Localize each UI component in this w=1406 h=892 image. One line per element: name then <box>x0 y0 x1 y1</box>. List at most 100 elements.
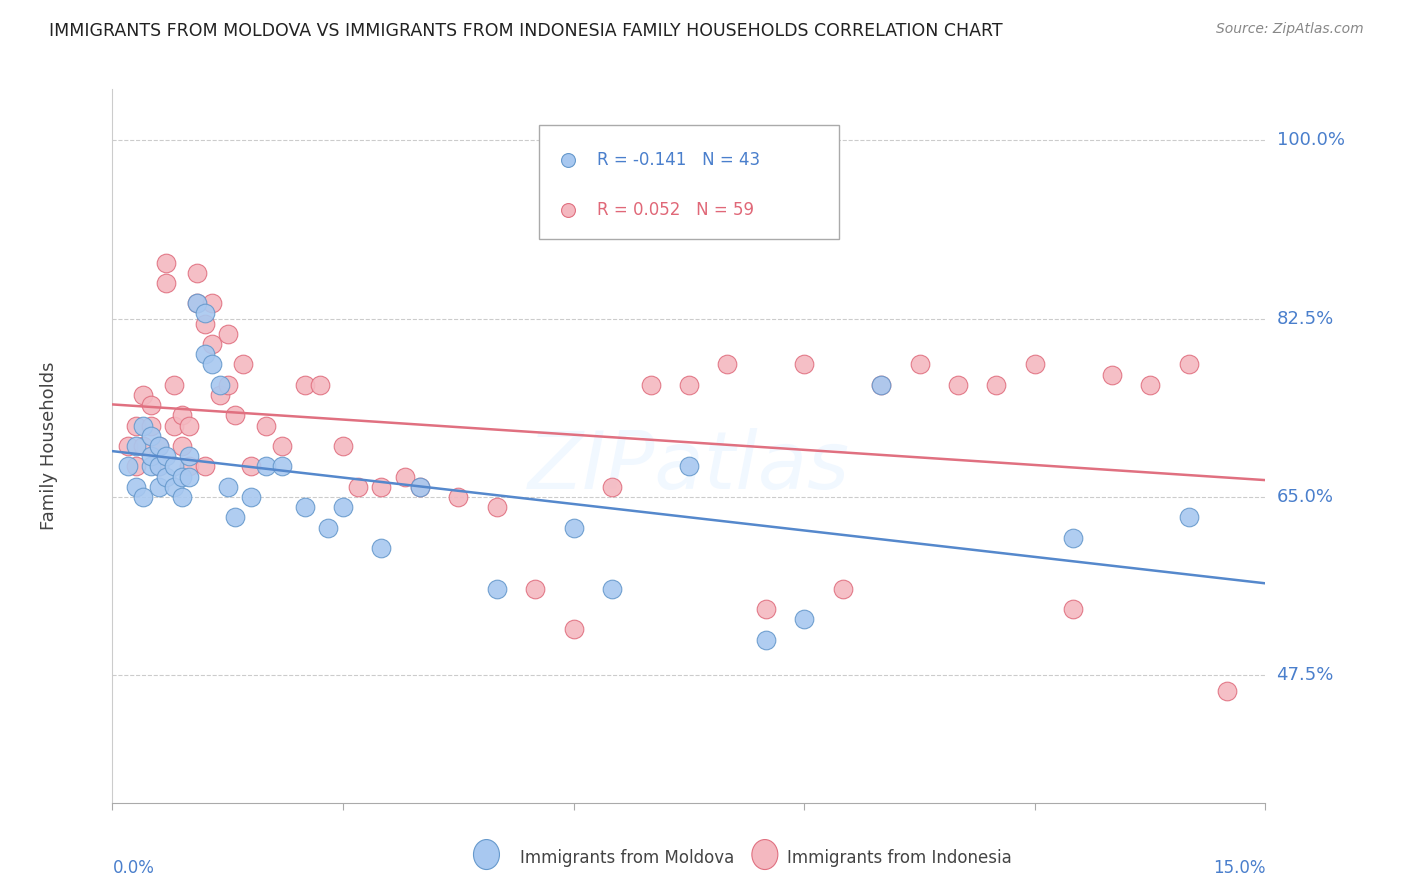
Point <box>409 480 432 494</box>
Point <box>163 377 186 392</box>
Point <box>1177 358 1199 372</box>
Point <box>270 459 292 474</box>
Point <box>600 480 623 494</box>
Point <box>224 409 246 423</box>
Point <box>117 439 139 453</box>
Point <box>124 439 146 453</box>
Point <box>332 439 354 453</box>
Point <box>678 459 700 474</box>
Point <box>139 418 162 433</box>
Point <box>201 296 224 310</box>
Point <box>209 388 232 402</box>
Point <box>194 347 217 361</box>
Point <box>232 358 254 372</box>
Point <box>170 409 193 423</box>
Point <box>447 490 470 504</box>
Point <box>309 377 332 392</box>
Point <box>179 459 201 474</box>
Point <box>347 480 370 494</box>
Circle shape <box>752 839 778 870</box>
Point <box>124 418 146 433</box>
Point <box>600 582 623 596</box>
Point <box>124 480 146 494</box>
Text: R = -0.141   N = 43: R = -0.141 N = 43 <box>596 151 759 169</box>
Point <box>139 398 162 412</box>
Point <box>155 449 177 463</box>
Point <box>1101 368 1123 382</box>
Point <box>170 439 193 453</box>
Point <box>370 480 392 494</box>
Point <box>217 326 239 341</box>
Point <box>986 377 1008 392</box>
Text: 0.0%: 0.0% <box>112 859 155 877</box>
Text: 15.0%: 15.0% <box>1213 859 1265 877</box>
Point <box>793 358 815 372</box>
Point <box>155 255 177 269</box>
Text: ZIPatlas: ZIPatlas <box>527 428 851 507</box>
Point <box>194 317 217 331</box>
Point <box>194 459 217 474</box>
Point <box>793 612 815 626</box>
Text: Family Households: Family Households <box>39 362 58 530</box>
Text: 82.5%: 82.5% <box>1277 310 1334 327</box>
Point <box>148 459 170 474</box>
Point <box>716 358 738 372</box>
Point <box>640 377 662 392</box>
Point <box>1024 358 1046 372</box>
Point <box>139 449 162 463</box>
Point <box>485 500 508 515</box>
Point <box>370 541 392 555</box>
Point <box>124 459 146 474</box>
Point <box>239 459 262 474</box>
Text: 100.0%: 100.0% <box>1277 131 1344 149</box>
Point <box>755 632 778 647</box>
Point <box>217 377 239 392</box>
Point <box>294 500 316 515</box>
Point <box>148 439 170 453</box>
Point <box>870 377 893 392</box>
Point <box>132 388 155 402</box>
Point <box>117 459 139 474</box>
Text: IMMIGRANTS FROM MOLDOVA VS IMMIGRANTS FROM INDONESIA FAMILY HOUSEHOLDS CORRELATI: IMMIGRANTS FROM MOLDOVA VS IMMIGRANTS FR… <box>49 22 1002 40</box>
Point <box>194 306 217 320</box>
Circle shape <box>474 839 499 870</box>
Point <box>270 439 292 453</box>
Point <box>831 582 853 596</box>
Point <box>562 623 585 637</box>
Point <box>209 377 232 392</box>
Point <box>163 459 186 474</box>
Point <box>316 520 339 534</box>
Point <box>485 582 508 596</box>
Point <box>179 469 201 483</box>
Text: Immigrants from Moldova: Immigrants from Moldova <box>520 849 734 867</box>
Point <box>946 377 969 392</box>
Point <box>239 490 262 504</box>
Point <box>332 500 354 515</box>
Text: 65.0%: 65.0% <box>1277 488 1333 506</box>
Point <box>254 459 277 474</box>
Point <box>1062 602 1084 616</box>
Point <box>139 429 162 443</box>
Point <box>148 459 170 474</box>
Point <box>163 480 186 494</box>
Point <box>163 418 186 433</box>
Point <box>179 449 201 463</box>
Point <box>201 337 224 351</box>
Point <box>179 418 201 433</box>
Point <box>678 377 700 392</box>
Point <box>394 469 416 483</box>
FancyBboxPatch shape <box>538 125 839 239</box>
Text: R = 0.052   N = 59: R = 0.052 N = 59 <box>596 201 754 219</box>
Text: Source: ZipAtlas.com: Source: ZipAtlas.com <box>1216 22 1364 37</box>
Point <box>524 582 547 596</box>
Point <box>562 520 585 534</box>
Point <box>186 296 208 310</box>
Point <box>132 418 155 433</box>
Point <box>294 377 316 392</box>
Text: Immigrants from Indonesia: Immigrants from Indonesia <box>787 849 1012 867</box>
Point <box>1139 377 1161 392</box>
Point <box>148 439 170 453</box>
Point <box>170 490 193 504</box>
Point <box>148 480 170 494</box>
Point <box>1177 510 1199 524</box>
